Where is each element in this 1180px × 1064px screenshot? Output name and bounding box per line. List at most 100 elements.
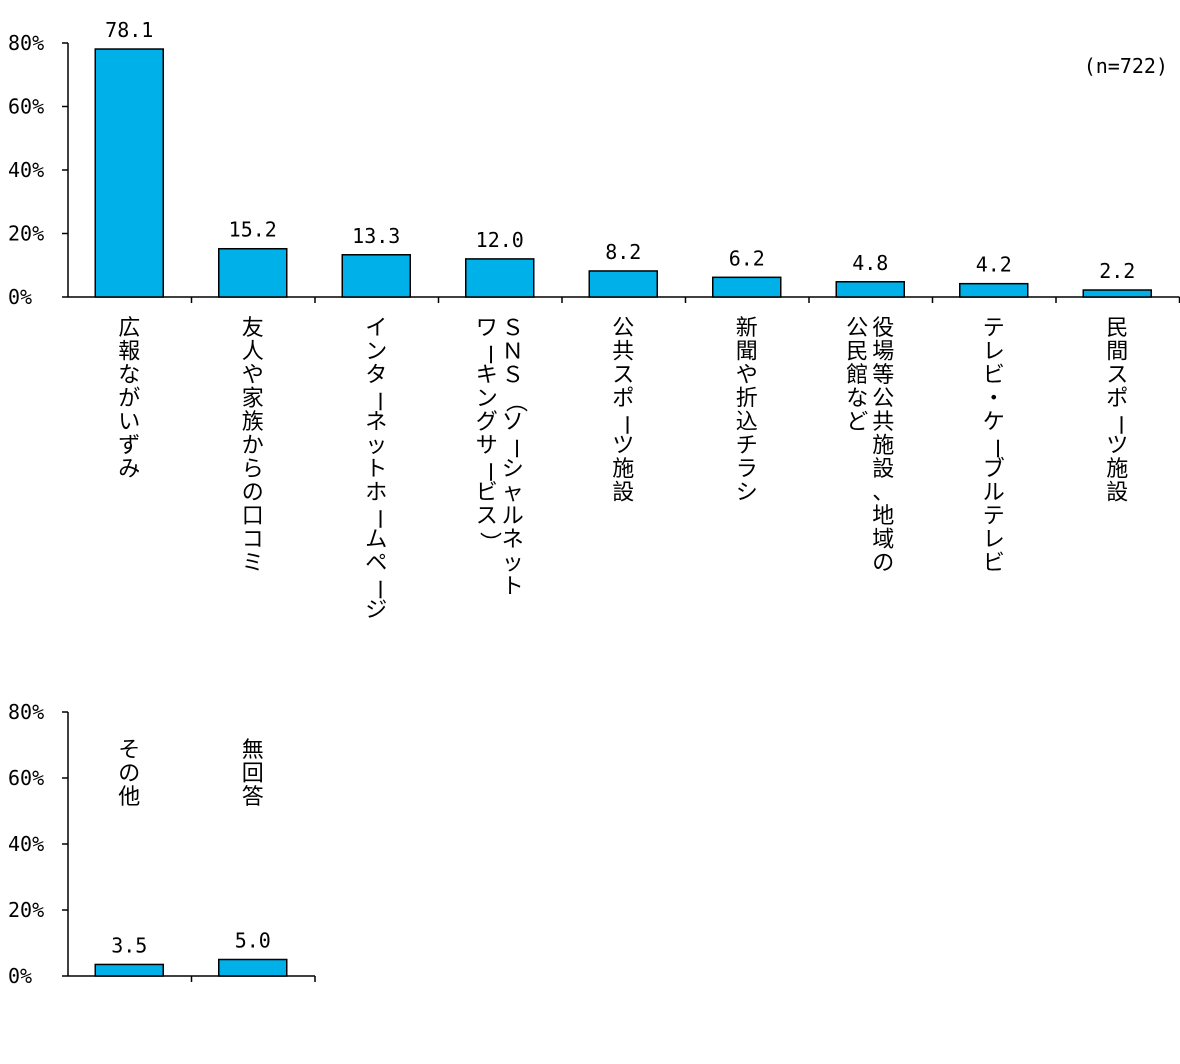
bar-value-label: 8.2: [605, 240, 641, 264]
category-label-char: ジ: [365, 598, 387, 623]
bar-value-label: 5.0: [235, 929, 271, 953]
category-label-char: 設: [612, 481, 634, 506]
bar-value-label: 4.2: [976, 253, 1012, 277]
category-label-char: 地: [872, 504, 894, 529]
category-label-char: ー: [477, 461, 502, 483]
category-label-char: 共: [612, 340, 634, 365]
category-label-char: Ｓ: [502, 316, 524, 341]
category-label-char: 役: [872, 316, 894, 341]
y-tick-label: 0%: [8, 285, 32, 309]
category-label-char: シ: [502, 457, 524, 482]
category-label-char: ス: [612, 363, 634, 388]
category-label-char: 人: [242, 340, 264, 365]
bar-value-label: 12.0: [476, 228, 524, 252]
category-label-char: ミ: [242, 551, 264, 576]
category-label-char: ム: [365, 528, 387, 553]
y-tick-label: 60%: [8, 95, 44, 119]
category-label-char: ビ: [476, 481, 498, 506]
bar-value-label: 78.1: [105, 18, 153, 42]
category-label-char: レ: [983, 528, 1005, 553]
bar: [94, 963, 164, 977]
category-label-char: 民: [846, 340, 868, 365]
category-label-char: ー: [366, 578, 391, 600]
category-label-char: ン: [476, 387, 498, 412]
category-label-char: 施: [612, 457, 634, 482]
sample-size-note: (n=722): [1084, 54, 1168, 78]
category-label-char: ッ: [365, 434, 387, 459]
category-label-char: 設: [872, 457, 894, 482]
category-label-char: 家: [242, 387, 264, 412]
category-label-char: テ: [983, 504, 1005, 529]
bar: [341, 254, 411, 298]
category-label-char: 聞: [736, 340, 758, 365]
category-label-char: 口: [242, 504, 264, 529]
y-tick-label: 40%: [8, 158, 44, 182]
bar: [465, 258, 535, 298]
category-label-char: ー: [984, 437, 1009, 459]
category-label-char: 場: [872, 340, 894, 365]
category-label-char: ブ: [983, 457, 1005, 482]
category-label-char: 民: [1106, 316, 1128, 341]
bar: [959, 282, 1029, 298]
category-label-char: か: [242, 434, 264, 459]
category-label-char: ケ: [983, 410, 1005, 435]
y-tick-label: 20%: [8, 222, 44, 246]
category-label-char: な: [118, 363, 140, 388]
category-label-char: Ｓ: [502, 363, 524, 388]
bar-value-label: 13.3: [352, 224, 400, 248]
category-label-char: ー: [366, 508, 391, 530]
category-label-char: 公: [846, 316, 868, 341]
category-label-char: 共: [872, 410, 894, 435]
category-label-char: 込: [736, 410, 758, 435]
category-label-char: 回: [242, 762, 264, 787]
bar-value-label: 4.8: [852, 251, 888, 275]
category-label-char: 新: [736, 316, 758, 341]
category-label-char: ビ: [983, 551, 1005, 576]
category-label-char: ャ: [502, 481, 524, 506]
category-label-char: 折: [736, 387, 758, 412]
category-label-char: ー: [613, 414, 638, 436]
category-label-char: ー: [1107, 414, 1132, 436]
category-label-char: ビ: [983, 363, 1005, 388]
category-label-char: Ｎ: [502, 340, 524, 365]
y-tick-label: 40%: [8, 832, 44, 856]
category-label-char: ら: [242, 457, 264, 482]
category-label-char: ー: [477, 343, 502, 365]
category-label-char: テ: [983, 316, 1005, 341]
category-label-char: ・: [983, 387, 1005, 412]
category-label-char: ソ: [502, 410, 524, 435]
bar: [94, 48, 164, 298]
bar: [218, 958, 288, 977]
category-label-char: ペ: [365, 551, 387, 576]
bar: [1082, 289, 1152, 298]
category-label-char: 設: [1106, 481, 1128, 506]
category-label-char: や: [242, 363, 264, 388]
category-label-char: ど: [846, 410, 868, 435]
chart-panel-top: 0%20%40%60%80%78.1広報ながいずみ15.2友人や家族からの口コミ…: [8, 18, 1180, 623]
category-label-char: ネ: [502, 528, 524, 553]
category-label-char: 公: [612, 316, 634, 341]
bar: [835, 281, 905, 298]
category-label-char: ト: [365, 457, 387, 482]
category-label-char: 他: [118, 785, 140, 810]
category-label-char: ー: [503, 437, 528, 459]
category-label-char: 族: [242, 410, 264, 435]
y-tick-label: 20%: [8, 898, 44, 922]
chart-panel-bottom: 0% 20% 40% 60% 80% 3.5 その他 5.0 無回答: [8, 700, 316, 988]
y-tick-label: 60%: [8, 766, 44, 790]
bar-value-label: 15.2: [229, 218, 277, 242]
category-label-char: シ: [736, 481, 758, 506]
category-label-char: キ: [476, 363, 498, 388]
category-label-char: 広: [118, 316, 140, 341]
category-label-char: い: [118, 410, 140, 435]
bar-value-label: 2.2: [1099, 259, 1135, 283]
category-label-char: 、: [872, 481, 894, 506]
category-label-char: 間: [1106, 340, 1128, 365]
category-label-char: ン: [365, 340, 387, 365]
category-label-char: （: [503, 390, 528, 412]
bar-value-label: 3.5: [111, 933, 147, 957]
category-label-char: ネ: [365, 410, 387, 435]
category-label-char: ツ: [612, 434, 634, 459]
category-label-char: や: [736, 363, 758, 388]
